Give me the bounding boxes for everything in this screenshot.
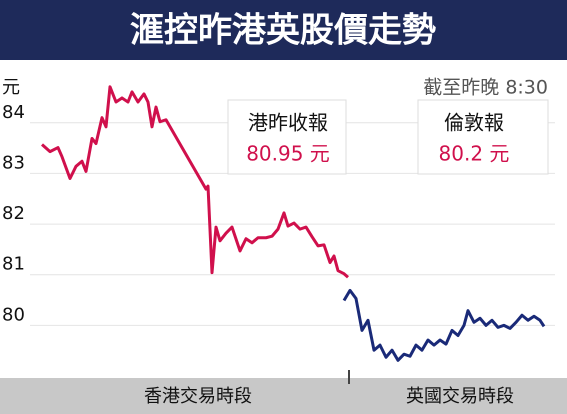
subtitle: 截至昨晚 8:30 bbox=[423, 77, 548, 99]
y-tick-label: 84 bbox=[2, 102, 25, 123]
callout-title: 倫敦報 bbox=[444, 111, 504, 135]
price-line bbox=[41, 85, 349, 279]
price-line bbox=[342, 288, 546, 362]
callout-title: 港昨收報 bbox=[248, 111, 328, 135]
y-tick-label: 82 bbox=[2, 203, 25, 224]
callout-value: 80.95 元 bbox=[246, 142, 330, 166]
session-label: 英國交易時段 bbox=[406, 386, 514, 407]
callout-box bbox=[227, 99, 347, 175]
session-bar bbox=[0, 378, 567, 414]
session-label: 香港交易時段 bbox=[144, 386, 252, 407]
callout-value: 80.2 元 bbox=[439, 142, 510, 166]
chart-title: 滙控昨港英股價走勢 bbox=[130, 11, 436, 51]
callout: 港昨收報 80.95 元 倫敦報 80.2 元 bbox=[227, 99, 549, 175]
y-tick-label: 83 bbox=[2, 152, 25, 173]
title-bar bbox=[0, 0, 567, 60]
y-tick-label: 81 bbox=[2, 254, 25, 275]
y-tick-label: 80 bbox=[2, 304, 25, 325]
callout-box bbox=[417, 99, 549, 175]
y-axis-label: 元 bbox=[2, 77, 20, 98]
